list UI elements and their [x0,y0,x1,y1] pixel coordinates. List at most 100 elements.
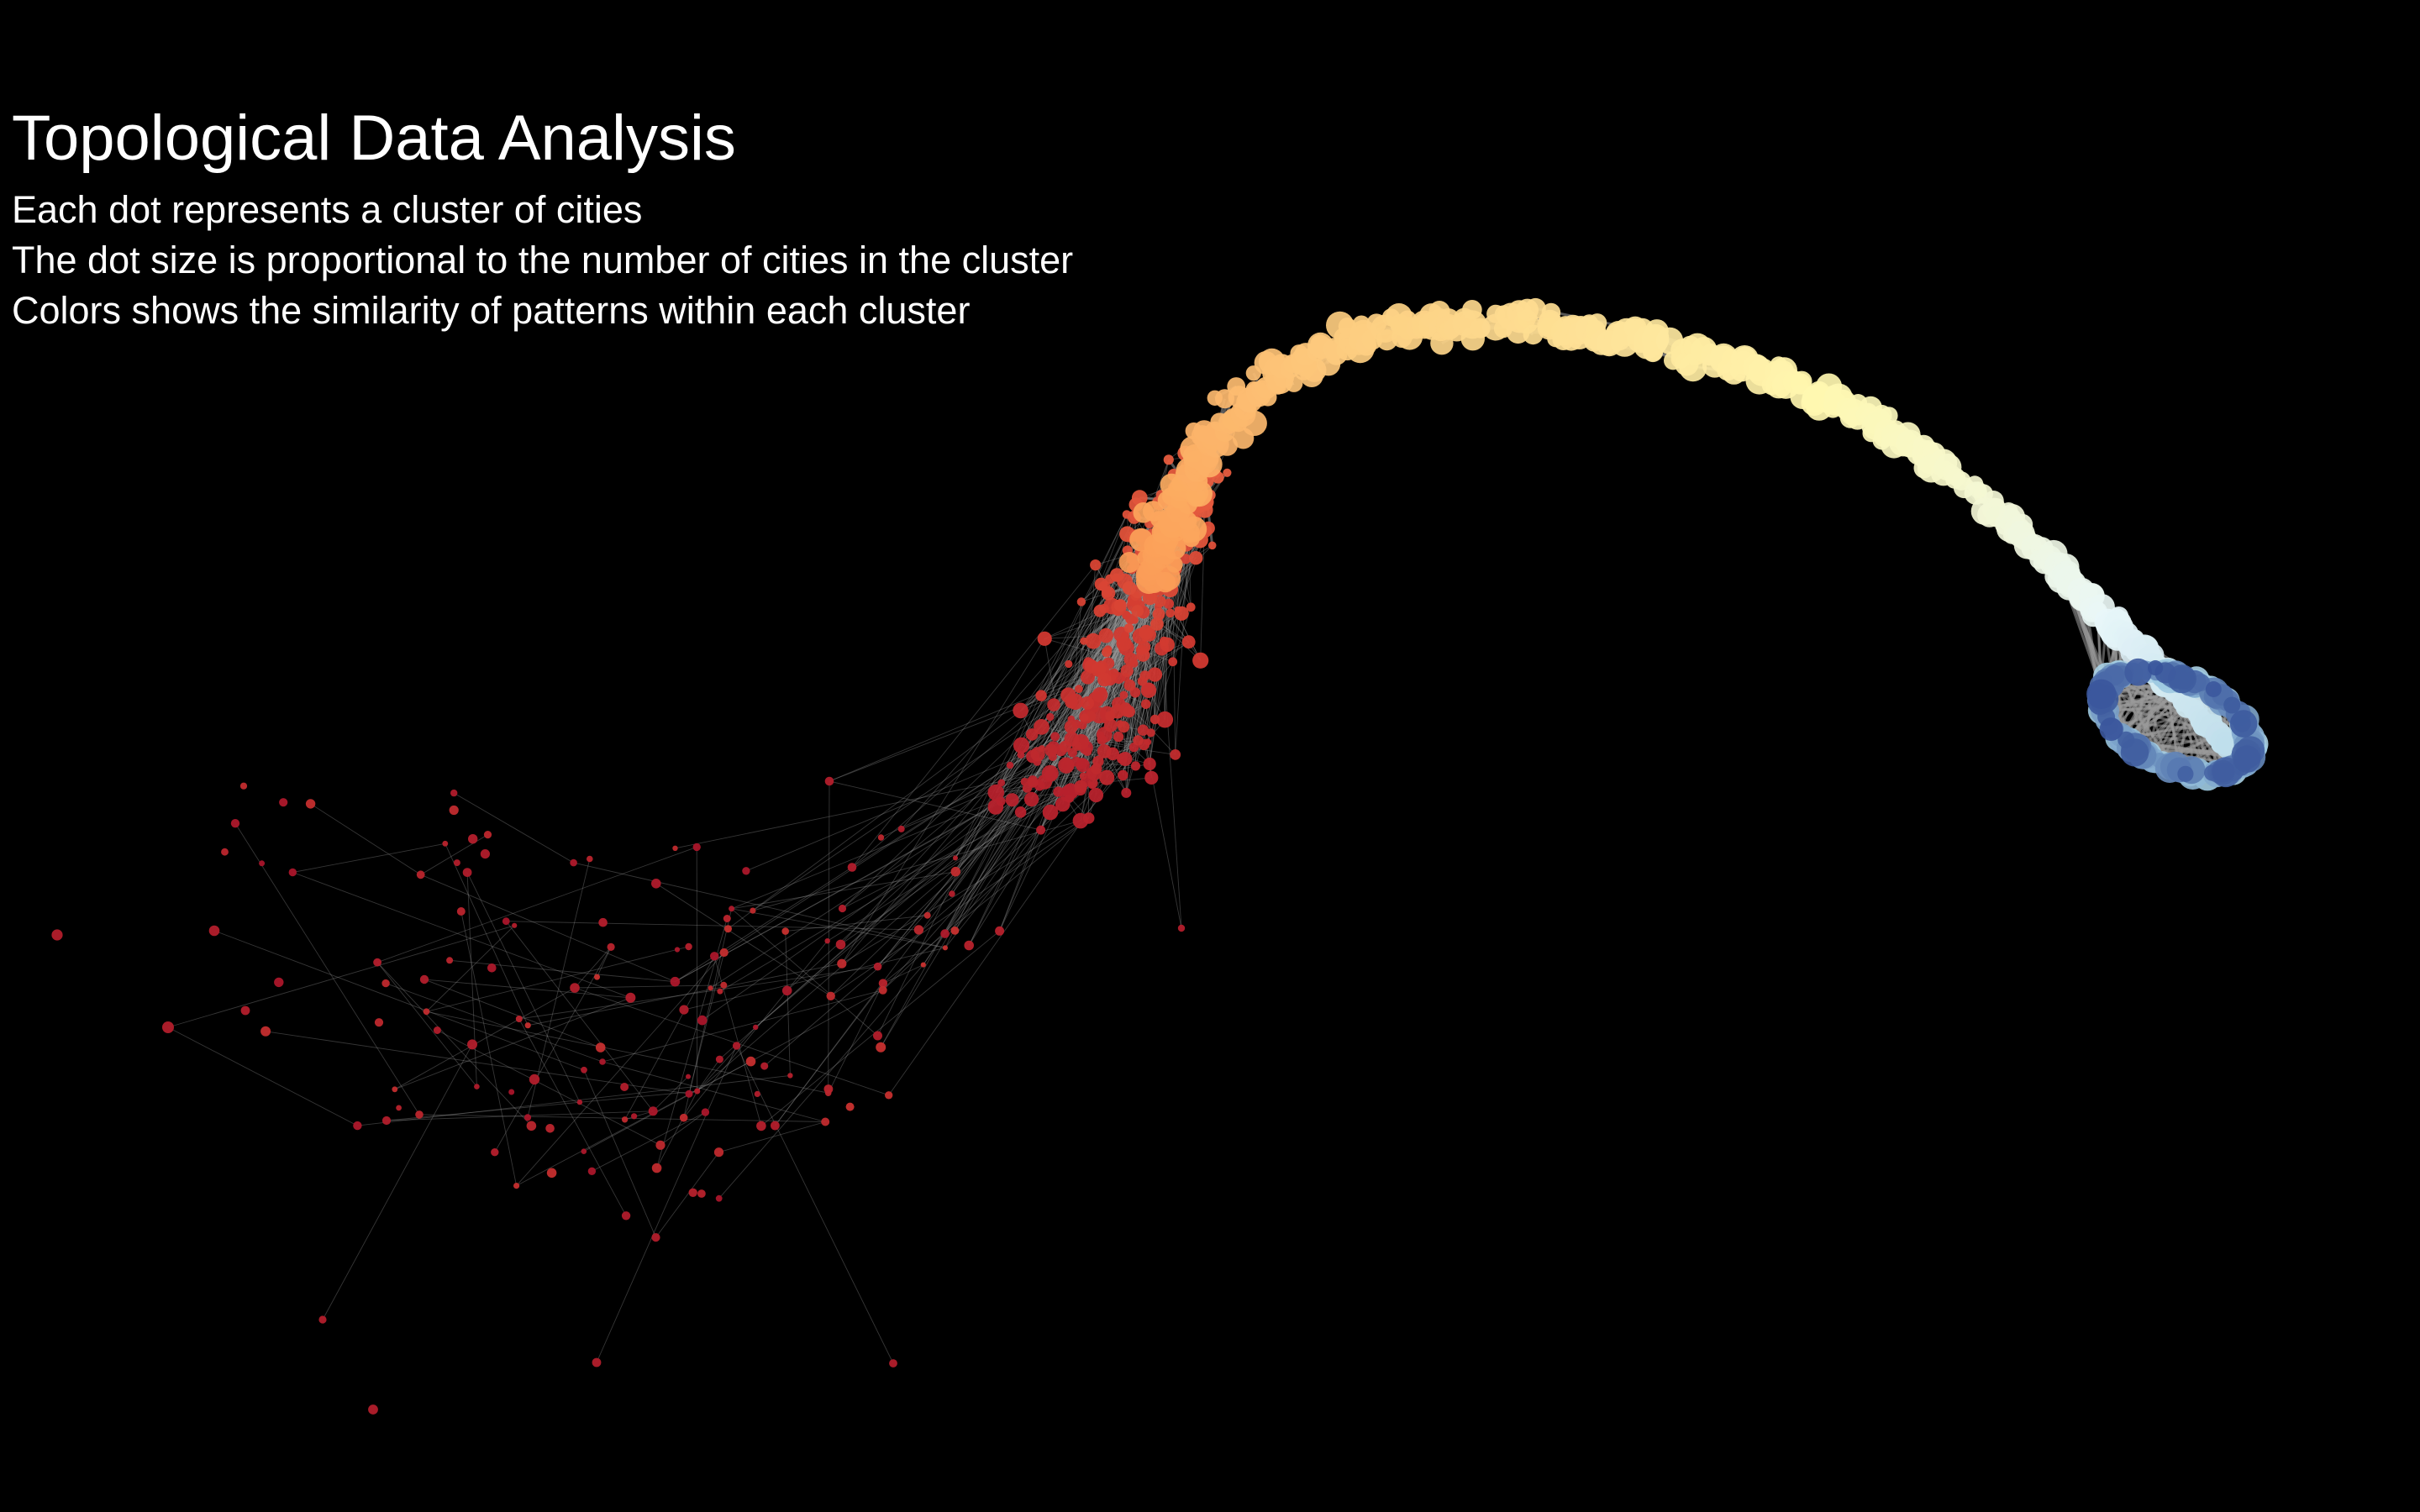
network-edge [697,1058,720,1092]
cluster-node [2205,681,2222,697]
network-edge [775,983,884,1126]
cluster-node [672,845,678,851]
cluster-node [877,834,885,841]
network-edge [420,874,676,983]
cluster-node [760,1062,769,1070]
cluster-node [480,849,491,859]
network-edge [828,983,884,1094]
cluster-node [824,1089,832,1096]
cluster-node [621,1116,629,1123]
network-edge [655,883,831,997]
network-edge [882,964,923,984]
network-edge [955,514,1128,858]
cluster-node [940,929,950,938]
cluster-node [873,962,882,971]
network-edge [830,817,1089,997]
network-edge [310,803,421,875]
cluster-node [274,977,284,988]
cluster-node [713,1147,724,1158]
network-edge [167,925,515,1028]
cluster-node [1118,769,1128,781]
cluster-node [1144,770,1159,785]
network-edge [710,752,1073,989]
network-edge [574,984,724,989]
network-edge [675,867,853,983]
cluster-node [745,1056,756,1067]
cluster-node [1150,714,1160,725]
cluster-node [942,945,948,951]
cluster-node [592,1357,602,1368]
network-edge [1040,564,1136,696]
network-edge [1076,641,1085,746]
cluster-node [1036,825,1046,835]
cluster-node [1123,652,1138,667]
cluster-node [1074,780,1087,793]
cluster-node [415,1110,424,1119]
network-edge [829,780,1041,831]
network-edge [516,1061,751,1186]
cluster-node [1130,616,1139,624]
network-edge [841,638,1045,964]
network-edge [1157,578,1182,929]
cluster-node [491,1148,499,1157]
network-edge [877,695,1101,967]
cluster-node [1186,602,1196,612]
cluster-node [467,1039,477,1050]
cluster-node [878,985,887,995]
network-edge [1083,640,1139,741]
network-edge [951,756,1054,895]
network-edge [655,1152,719,1238]
network-edge [602,990,883,1063]
cluster-node [715,1194,723,1202]
network-edge [995,584,1102,793]
cluster-node [1120,664,1134,678]
network-edge [702,774,1051,1021]
cluster-node [710,952,719,961]
cluster-node [876,1042,886,1053]
cluster-node [502,917,510,926]
cluster-node [462,868,472,877]
cluster-node [1116,635,1132,652]
cluster-node [1170,749,1181,760]
cluster-node [487,963,497,973]
cluster-node [546,1168,557,1179]
network-edge [624,1110,654,1121]
network-edge [506,921,919,931]
cluster-node [1093,604,1107,617]
cluster-node [1064,720,1078,734]
cluster-node [1104,718,1118,732]
cluster-node [1094,577,1108,591]
network-edge [453,792,574,864]
network-edge [1097,672,1176,755]
cluster-node [913,925,924,935]
page-title: Topological Data Analysis [12,102,736,174]
cluster-node [701,1108,710,1116]
cluster-node [1118,721,1130,733]
network-edge [583,990,883,1152]
cluster-node [1227,377,1246,396]
cluster-node [1058,757,1075,774]
cluster-node [279,798,288,807]
cluster-node [750,907,756,914]
network-edge [1147,581,1165,743]
cluster-node [221,848,229,856]
network-edge [723,717,1086,953]
network-edge [923,649,1145,965]
cluster-node [953,855,958,861]
network-edge [656,1090,698,1168]
cluster-node [837,958,847,969]
cluster-node [381,979,390,988]
cluster-node [1050,732,1060,742]
network-edge [518,1018,627,1216]
cluster-node [468,834,478,844]
cluster-node [419,974,429,984]
network-edge [880,665,1092,1048]
cluster-node [1123,623,1134,633]
cluster-node [771,1121,780,1131]
network-edge [731,871,956,910]
cluster-node [305,799,316,809]
cluster-node [708,985,713,991]
network-edge [574,947,612,989]
network-edge [688,952,725,1095]
cluster-node [1013,737,1030,753]
